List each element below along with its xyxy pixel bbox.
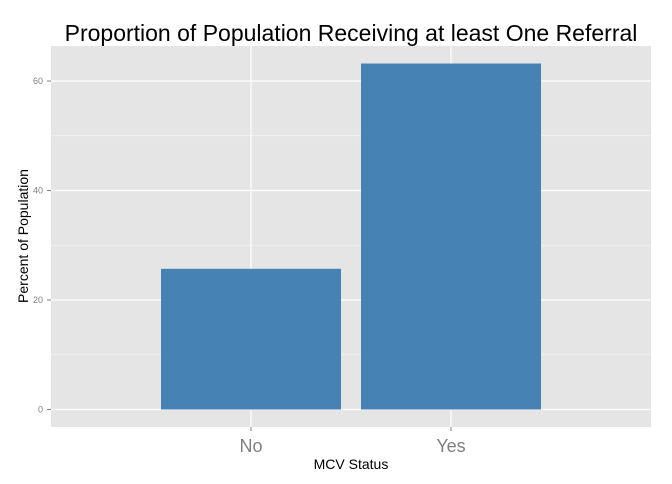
x-tick-label: Yes — [436, 436, 465, 456]
bar-yes — [361, 63, 541, 410]
bar-no — [161, 268, 341, 410]
y-axis-title: Percent of Population — [15, 169, 31, 303]
y-tick-label: 20 — [33, 295, 43, 305]
y-tick-label: 0 — [38, 404, 43, 414]
bars — [161, 63, 541, 410]
y-tick-label: 40 — [33, 186, 43, 196]
chart-title: Proportion of Population Receiving at le… — [65, 20, 638, 46]
x-tick-label: No — [239, 436, 262, 456]
x-axis-title: MCV Status — [314, 456, 389, 472]
plot-panel — [51, 46, 651, 427]
y-axis-ticks: 0 20 40 60 — [33, 76, 51, 414]
minor-gridlines — [51, 135, 651, 356]
y-tick-label: 60 — [33, 76, 43, 86]
x-axis-ticks: No Yes — [239, 427, 466, 456]
